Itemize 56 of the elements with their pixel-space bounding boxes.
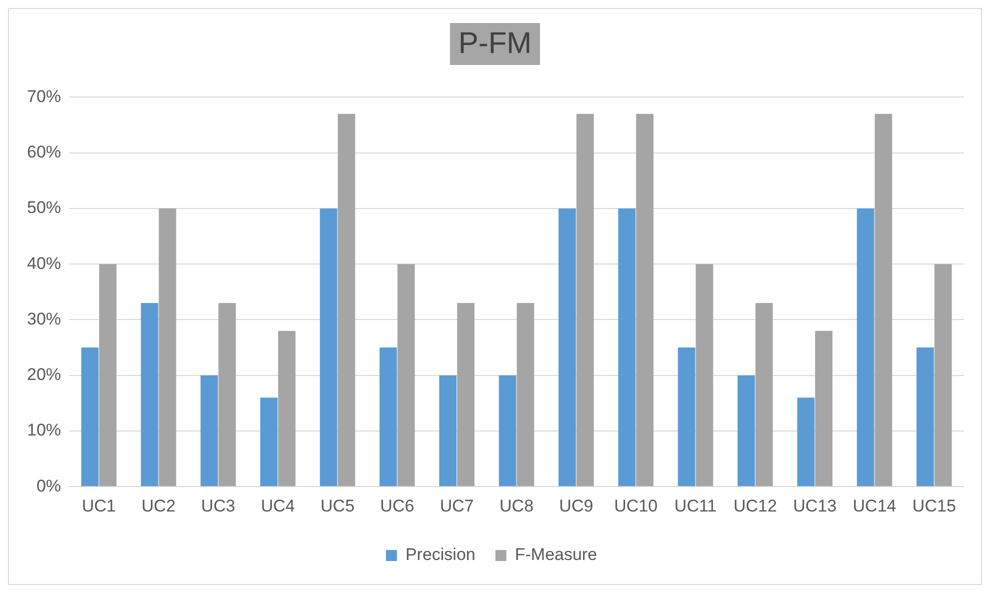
x-tick-label: UC10 <box>614 496 658 516</box>
bar <box>158 208 176 486</box>
y-tick-label: 50% <box>26 198 62 218</box>
bar <box>516 303 534 486</box>
bar <box>815 330 832 486</box>
bar <box>678 348 696 486</box>
bar <box>618 208 636 486</box>
bar <box>934 264 952 486</box>
x-tick-label: UC2 <box>142 496 176 516</box>
x-tick-label: UC12 <box>733 496 777 516</box>
x-tick-label: UC9 <box>559 496 594 516</box>
x-tick-label: UC11 <box>674 496 717 516</box>
x-tick-label: UC1 <box>82 496 116 516</box>
bar <box>696 264 714 486</box>
x-tick-label: UC4 <box>260 496 295 516</box>
x-tick-label: UC3 <box>201 496 236 516</box>
bar <box>278 330 296 486</box>
bar <box>576 114 594 486</box>
x-tick-label: UC8 <box>500 496 534 516</box>
x-tick-label: UC14 <box>852 496 896 516</box>
bar <box>558 208 576 486</box>
x-tick-label: UC6 <box>380 496 414 516</box>
bar <box>738 375 755 486</box>
x-tick-label: UC15 <box>912 496 956 516</box>
bar <box>457 303 474 486</box>
x-tick-label: UC5 <box>320 496 355 516</box>
legend-label: Precision <box>405 545 476 564</box>
bar <box>200 375 218 486</box>
y-tick-label: 10% <box>26 420 62 440</box>
bar <box>636 114 654 486</box>
bar <box>856 208 874 486</box>
x-tick-label: UC13 <box>793 496 837 516</box>
bar <box>260 398 278 486</box>
y-tick-label: 60% <box>26 142 62 162</box>
bar <box>140 303 158 486</box>
bar <box>439 375 457 486</box>
y-tick-label: 20% <box>26 365 62 384</box>
y-tick-label: 70% <box>26 86 62 106</box>
x-tick-label: UC7 <box>440 496 474 516</box>
y-tick-label: 30% <box>26 309 62 328</box>
bar <box>397 264 415 486</box>
bar <box>380 348 397 486</box>
bar <box>338 114 356 486</box>
bar <box>755 303 773 486</box>
bar <box>874 114 892 486</box>
y-tick-label: 0% <box>36 476 62 496</box>
bar <box>320 208 338 486</box>
bar <box>218 303 236 486</box>
bar <box>99 264 116 486</box>
bar <box>797 398 815 486</box>
bar <box>498 375 516 486</box>
bar <box>81 348 99 486</box>
chart-title: P-FM <box>450 23 540 65</box>
bar <box>916 348 934 486</box>
legend-label: F-Measure <box>514 545 598 564</box>
y-tick-label: 40% <box>26 254 62 273</box>
